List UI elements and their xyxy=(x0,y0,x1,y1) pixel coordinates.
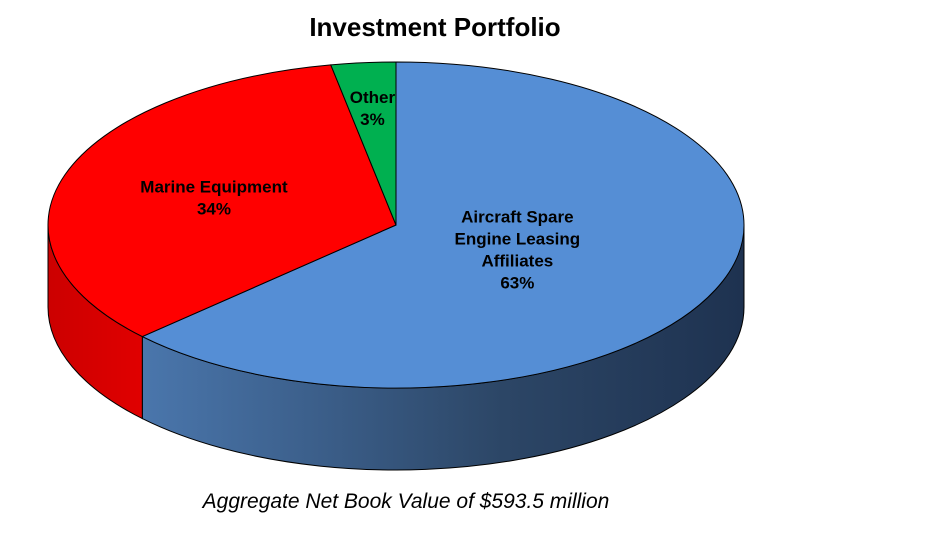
pie-slice xyxy=(141,61,745,389)
slice-name-label: Other xyxy=(350,88,396,107)
slice-percent-label: 34% xyxy=(197,199,231,218)
pie-slice xyxy=(330,61,397,226)
chart-caption: Aggregate Net Book Value of $593.5 milli… xyxy=(202,490,610,513)
slice-label: Marine Equipment 34% xyxy=(140,177,288,218)
slice-label: Other 3% xyxy=(350,88,396,129)
slice-label: Aircraft Spare Engine Leasing Affiliates 63… xyxy=(455,208,581,293)
slice-name-label: Aircraft Spare xyxy=(461,208,573,227)
slice-percent-label: 3% xyxy=(360,110,385,129)
slice-name-label: Affiliates xyxy=(481,252,553,271)
slice-name-label: Marine Equipment xyxy=(140,177,288,196)
slice-name-label: Engine Leasing xyxy=(455,230,581,249)
pie-slice xyxy=(47,64,397,338)
chart-title: Investment Portfolio xyxy=(309,12,561,42)
slice-percent-label: 63% xyxy=(500,274,534,293)
